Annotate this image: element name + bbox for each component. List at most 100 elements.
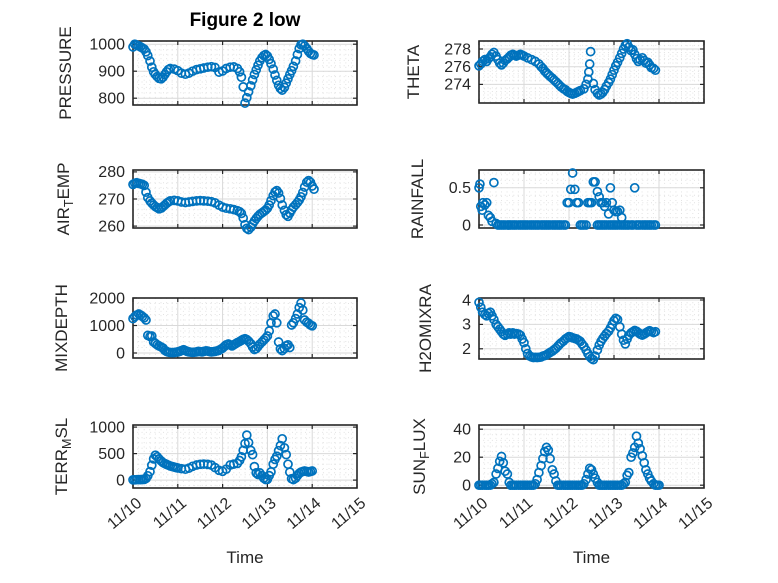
data-point [297,187,308,198]
data-point [266,195,276,206]
data-point [264,200,275,210]
plot-area: 0 0.5 RAINFALL [408,159,705,239]
y-tick-label: 274 [444,77,471,94]
data-point [605,74,616,84]
data-point [519,337,529,348]
data-point [584,59,595,69]
y-tick-label: 3 [462,317,471,334]
x-tick-label: 11/10 [105,495,146,533]
subplot-rainfall: 0 0.5 RAINFALL [408,159,705,239]
data-point [623,467,634,478]
data-point [480,200,490,210]
y-tick-label: 2000 [89,290,125,307]
axes-frame [478,169,705,229]
data-point [489,177,499,188]
y-tick-label: 0 [116,472,125,489]
y-tick-label: 2 [462,341,471,358]
data-point [243,86,254,97]
data-point [241,92,252,103]
data-point [628,45,638,55]
data-point [590,351,600,361]
data-point [234,66,245,77]
y-tick-label: 276 [444,59,471,76]
data-point [139,312,150,323]
data-point [520,343,531,354]
y-axis-label: THETA [404,44,423,99]
plot-area: 0 20 40 SUNFLUX 11/10 11/11 11/12 11/13 11/14 11/… [410,418,716,533]
x-tick-label: 11/15 [329,495,370,533]
data-point [146,460,157,471]
data-point [573,197,584,208]
data-point [590,177,600,187]
plot-area: 260 270 280 AIRTEMP [54,163,358,235]
data-point [609,65,619,76]
y-tick-label: 500 [98,446,125,463]
y-tick-label: 278 [444,41,471,58]
figure-title: Figure 2 low [189,10,301,31]
y-axis-label: PRESSURE [56,26,75,120]
data-point [273,188,284,198]
data-point [601,197,612,208]
data-point [620,339,631,349]
data-point [585,46,596,57]
y-axis-label: RAINFALL [408,159,427,239]
y-tick-label: 4 [462,292,471,309]
axes-frame [478,424,705,489]
data-point [629,182,640,193]
data-point [284,342,295,353]
data-point [270,309,280,319]
y-tick-label: 0 [116,345,125,362]
data-point [654,480,664,491]
data-point [236,208,247,219]
data-point [251,65,262,75]
subplot-mixdepth: 0 1000 2000 MIXDEPTH [52,284,358,372]
subplot-sunflux: 0 20 40 SUNFLUX 11/10 11/11 11/12 11/13 11/14 11/… [410,418,716,533]
data-point [489,314,499,325]
data-point [277,433,288,444]
data-point [309,50,319,60]
y-tick-label: 280 [98,164,125,181]
data-point [650,220,661,230]
data-point [297,305,308,315]
data-point [567,168,578,178]
x-tick-label: 11/13 [239,495,280,533]
data-point [247,449,258,460]
y-tick-label: 1000 [89,318,125,335]
y-tick-label: 0 [462,217,471,234]
data-point [648,63,659,74]
data-point [496,451,507,462]
data-point [290,313,301,324]
data-point [581,474,591,485]
data-point [271,317,282,328]
data-point [491,469,501,479]
subplot-h2omixra: 2 3 4 H2OMIXRA [416,283,705,373]
data-point [650,65,661,76]
data-point [560,220,571,230]
subplot-pressure: 800 900 1000 PRESSURE [56,26,358,120]
x-tick-label: 11/15 [676,495,717,533]
x-tick-label: 11/12 [194,495,235,533]
data-point [142,50,153,61]
plot-area: 800 900 1000 PRESSURE [56,26,358,120]
x-tick-label: 11/12 [541,495,582,533]
data-point [236,451,247,462]
y-tick-label: 20 [453,449,471,466]
data-point [240,98,250,108]
data-point [290,56,301,66]
x-tick-label: 11/14 [631,495,672,533]
data-point [277,200,288,210]
data-point [251,468,262,478]
y-tick-label: 0.5 [449,180,471,197]
data-point [475,302,486,313]
data-point [605,182,616,193]
data-point [607,69,618,80]
x-tick-label: 11/14 [284,495,325,533]
data-point [586,197,597,208]
data-point [288,61,299,72]
data-point [266,58,276,69]
data-point [475,179,485,189]
y-axis-label: SUNFLUX [410,418,432,495]
subplot-terrmsl: 0 500 1000 TERRMSL 11/10 11/11 11/12 11/13 11/14… [52,418,369,533]
